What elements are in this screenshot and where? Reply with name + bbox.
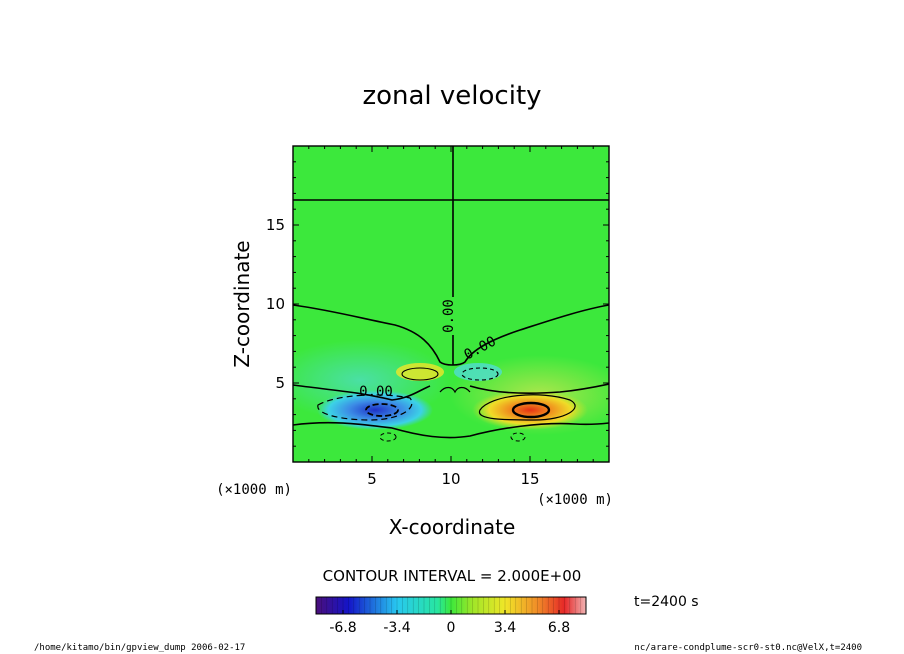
- colorbar-tick-label: 6.8: [548, 620, 570, 636]
- small-negative-contour-right: [510, 432, 526, 442]
- y-tick-label: 15: [266, 216, 285, 234]
- x-tick-label: 5: [367, 470, 377, 488]
- y-tick-label: 10: [266, 295, 285, 313]
- colorbar-tick-label: -3.4: [383, 620, 410, 636]
- footer-right: nc/arare-condplume-scr0-st0.nc@VelX,t=24…: [634, 643, 862, 653]
- x-axis-unit: (×1000 m): [537, 492, 613, 508]
- positive-core-contour: [511, 401, 551, 419]
- contour-interval: CONTOUR INTERVAL = 2.000E+00: [323, 567, 582, 585]
- upper-negative-contour: [461, 367, 499, 381]
- time-label: t=2400 s: [634, 594, 699, 610]
- contour-label: 0.00: [441, 299, 457, 333]
- zero-contour-bottom: [293, 421, 609, 439]
- negative-core-contour: [365, 403, 399, 417]
- colorbar-tick-label: 3.4: [494, 620, 516, 636]
- positive-core: [472, 390, 588, 430]
- plot-area: 0.00 0.00 0.00: [293, 146, 609, 462]
- negative-core: [317, 390, 433, 430]
- contour-label: 0.00: [359, 384, 393, 400]
- chart-title: zonal velocity: [362, 81, 541, 111]
- upper-negative-patch: [454, 363, 502, 381]
- footer-left: /home/kitamo/bin/gpview_dump 2006-02-17: [34, 643, 245, 653]
- positive-contour: [478, 394, 576, 421]
- contour-label-bg: [440, 297, 458, 335]
- y-axis: 5 10 15: [266, 161, 609, 447]
- upper-positive-contour: [401, 367, 439, 381]
- small-negative-contour: [379, 432, 397, 442]
- y-axis-unit: (×1000 m): [216, 482, 292, 498]
- colorbar-tick-label: 0: [447, 620, 456, 636]
- y-axis-label: Z-coordinate: [230, 240, 254, 367]
- center-contour: [439, 386, 471, 394]
- colorbar: -6.8 -3.4 0 3.4 6.8: [315, 596, 587, 636]
- zero-contour-dome: [293, 304, 609, 366]
- x-axis-label: X-coordinate: [389, 515, 516, 539]
- negative-contour: [317, 394, 413, 421]
- y-tick-label: 5: [275, 374, 285, 392]
- zero-contour-right: [469, 383, 609, 394]
- x-axis: 5 10 15: [308, 146, 594, 488]
- colorbar-tick-label: -6.8: [329, 620, 356, 636]
- zero-contour-left: [293, 384, 431, 401]
- x-tick-label: 15: [520, 470, 539, 488]
- x-tick-label: 10: [441, 470, 460, 488]
- colorbar-ticks: -6.8 -3.4 0 3.4 6.8: [329, 610, 570, 636]
- upper-positive-patch: [396, 363, 444, 381]
